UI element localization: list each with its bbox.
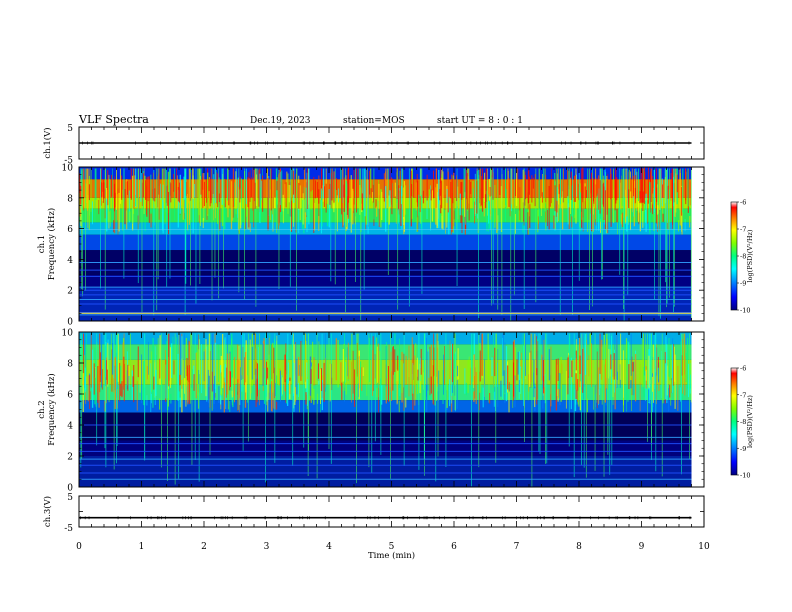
- colorbar-scale: [730, 367, 738, 476]
- station-label: station=MOS: [343, 116, 405, 126]
- frequency-band: [79, 234, 692, 251]
- ch2-colorbar: -6 -7 -8 -9 -10 log(PSD)(V²/Hz): [730, 365, 754, 480]
- x-tick-label: 8: [576, 542, 582, 552]
- time-axis: 0 1 2 3 4 5 6 7 8 9 10 Time (min): [76, 542, 710, 561]
- y-tick-label: 4: [67, 422, 73, 432]
- y-tick-label: 6: [67, 391, 73, 401]
- x-axis-label: Time (min): [368, 550, 415, 561]
- y-axis-label: Frequency (kHz): [46, 373, 57, 445]
- y-tick-label: 5: [67, 124, 73, 134]
- colorbar-scale: [730, 201, 738, 311]
- ch3-voltage-panel: 5 -5 ch.3(V): [42, 493, 705, 534]
- x-tick-label: 1: [139, 542, 145, 552]
- x-tick-label: 4: [326, 542, 332, 552]
- frequency-band: [79, 440, 692, 456]
- colorbar-tick-label: -10: [740, 472, 750, 480]
- colorbar-label: log(PSD)(V²/Hz): [746, 395, 754, 448]
- y-tick-label: 2: [67, 287, 73, 297]
- y-axis-label: ch.1(V): [42, 127, 53, 158]
- y-tick-label: 0: [67, 484, 73, 494]
- x-tick-label: 5: [389, 542, 395, 552]
- x-tick-label: 6: [451, 542, 457, 552]
- ch2-spectrogram-panel: 0 2 4 6 8 10 ch.2 Frequency (kHz): [37, 329, 705, 494]
- y-axis-label: ch.3(V): [42, 496, 53, 527]
- y-tick-label: 6: [67, 225, 73, 235]
- frequency-band: [79, 412, 692, 441]
- colorbar-label: log(PSD)(V²/Hz): [746, 229, 754, 282]
- y-tick-label: 8: [67, 360, 73, 370]
- colorbar-tick-label: -8: [740, 253, 746, 261]
- y-tick-label: -5: [64, 156, 73, 166]
- ch1-spectrogram-panel: 0 2 4 6 8 10 ch.1 Frequency (kHz): [37, 164, 705, 328]
- colorbar-tick-label: -7: [740, 226, 746, 234]
- x-tick-label: 2: [201, 542, 207, 552]
- y-axis-label: Frequency (kHz): [46, 208, 57, 280]
- y-tick-label: 4: [67, 256, 73, 266]
- date-label: Dec.19, 2023: [250, 116, 311, 126]
- colorbar-tick-label: -9: [740, 445, 746, 453]
- colorbar-tick-label: -9: [740, 280, 746, 288]
- y-tick-label: 10: [62, 329, 74, 339]
- y-tick-label: 8: [67, 194, 73, 204]
- y-tick-label: 10: [62, 164, 74, 174]
- y-tick-label: 0: [67, 318, 73, 328]
- y-tick-label: 2: [67, 453, 73, 463]
- x-tick-label: 9: [639, 542, 645, 552]
- ch1-colorbar: -6 -7 -8 -9 -10 log(PSD)(V²/Hz): [730, 199, 754, 315]
- ch1-voltage-panel: 5 -5 ch.1(V): [42, 124, 705, 166]
- y-tick-label: 5: [67, 493, 73, 503]
- x-tick-label: 3: [264, 542, 270, 552]
- colorbar-tick-label: -6: [740, 199, 746, 207]
- x-tick-label: 0: [76, 542, 82, 552]
- start-time-label: start UT = 8 : 0 : 1: [437, 116, 523, 126]
- y-tick-label: -5: [64, 524, 73, 534]
- colorbar-tick-label: -8: [740, 418, 746, 426]
- frequency-band: [79, 456, 692, 487]
- channel-label: ch.2: [37, 400, 47, 418]
- x-tick-label: 7: [514, 542, 520, 552]
- x-tick-label: 10: [698, 542, 710, 552]
- channel-label: ch.1: [37, 235, 47, 253]
- colorbar-tick-label: -10: [740, 307, 750, 315]
- colorbar-tick-label: -7: [740, 391, 746, 399]
- colorbar-tick-label: -6: [740, 365, 746, 373]
- frequency-band: [79, 274, 692, 288]
- figure-title: VLF Spectra: [78, 113, 149, 126]
